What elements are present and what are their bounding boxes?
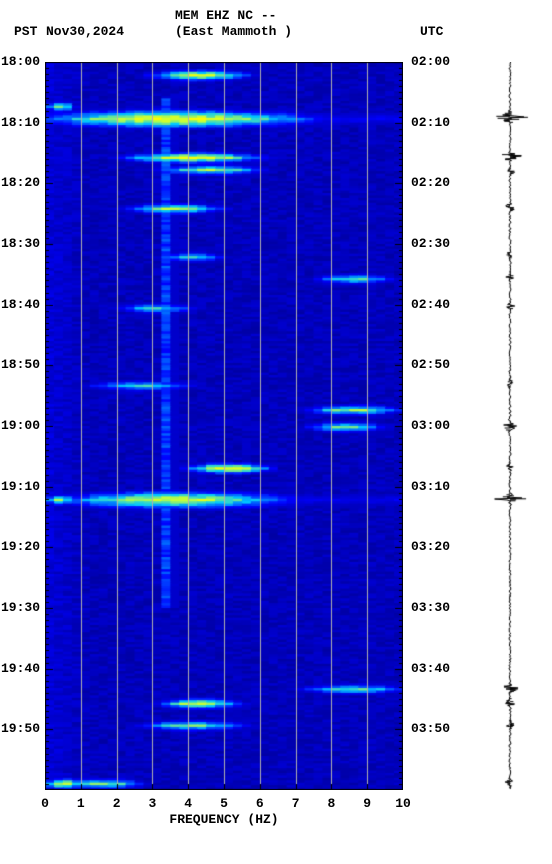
tick-label: 03:00 xyxy=(411,418,450,433)
seismogram-trace xyxy=(490,62,530,790)
tick-label: 19:30 xyxy=(1,600,40,615)
tick-label: 5 xyxy=(214,796,234,811)
tick-label: 0 xyxy=(35,796,55,811)
station-title-1: MEM EHZ NC -- xyxy=(175,8,276,23)
tick-label: 18:00 xyxy=(1,54,40,69)
tick-label: 7 xyxy=(286,796,306,811)
left-timezone-label: PST xyxy=(14,24,37,39)
right-timezone-label: UTC xyxy=(420,24,443,39)
tick-label: 19:20 xyxy=(1,539,40,554)
tick-label: 18:10 xyxy=(1,115,40,130)
tick-label: 18:30 xyxy=(1,236,40,251)
tick-label: 03:30 xyxy=(411,600,450,615)
tick-label: 19:40 xyxy=(1,661,40,676)
date-label: Nov30,2024 xyxy=(46,24,124,39)
spectrogram-plot xyxy=(45,62,403,790)
tick-label: 02:00 xyxy=(411,54,450,69)
tick-label: 03:20 xyxy=(411,539,450,554)
spectrogram-figure: MEM EHZ NC -- (East Mammoth ) PST Nov30,… xyxy=(0,0,552,864)
tick-label: 19:50 xyxy=(1,721,40,736)
x-axis-title: FREQUENCY (HZ) xyxy=(45,812,403,827)
tick-label: 4 xyxy=(178,796,198,811)
tick-label: 3 xyxy=(142,796,162,811)
tick-label: 03:50 xyxy=(411,721,450,736)
station-title-2: (East Mammoth ) xyxy=(175,24,292,39)
tick-label: 6 xyxy=(250,796,270,811)
tick-label: 02:30 xyxy=(411,236,450,251)
tick-label: 02:40 xyxy=(411,297,450,312)
tick-label: 18:50 xyxy=(1,357,40,372)
tick-label: 8 xyxy=(321,796,341,811)
tick-label: 19:00 xyxy=(1,418,40,433)
tick-label: 03:10 xyxy=(411,479,450,494)
tick-label: 18:20 xyxy=(1,175,40,190)
tick-label: 19:10 xyxy=(1,479,40,494)
tick-label: 03:40 xyxy=(411,661,450,676)
tick-label: 2 xyxy=(107,796,127,811)
tick-label: 02:50 xyxy=(411,357,450,372)
tick-label: 10 xyxy=(393,796,413,811)
tick-label: 02:20 xyxy=(411,175,450,190)
tick-label: 9 xyxy=(357,796,377,811)
tick-label: 18:40 xyxy=(1,297,40,312)
tick-label: 02:10 xyxy=(411,115,450,130)
tick-label: 1 xyxy=(71,796,91,811)
